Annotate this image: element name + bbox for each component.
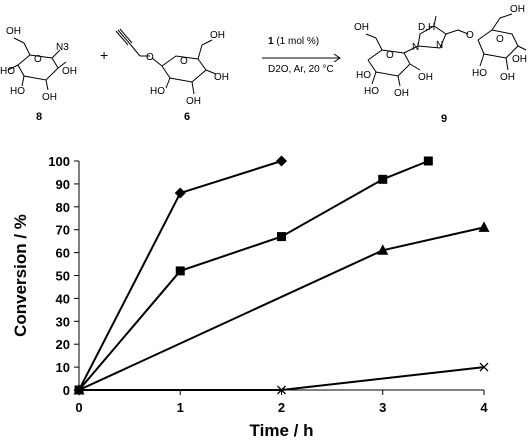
- y-tick-label: 50: [56, 269, 70, 284]
- compound-6-label: 6: [184, 111, 190, 123]
- data-point-square: [175, 266, 185, 276]
- atom-label-oh: OH: [214, 72, 229, 83]
- series-line-triangle: [78, 226, 485, 391]
- atom-label-o: O: [496, 34, 504, 45]
- atom-label-n: N: [436, 40, 443, 51]
- data-point-cross: [479, 362, 489, 372]
- atom-label-o: O: [386, 50, 394, 61]
- reaction-arrow: [262, 53, 341, 63]
- atom-label-oh: OH: [42, 92, 57, 103]
- atom-label-ho: HO: [364, 86, 379, 97]
- atom-label-oh: OH: [186, 96, 201, 107]
- y-tick-label: 90: [56, 177, 70, 192]
- data-point-diamond: [174, 187, 186, 199]
- atom-label-oh: OH: [510, 4, 525, 15]
- atom-label-oh: OH: [500, 72, 515, 83]
- data-point-triangle: [478, 221, 490, 232]
- atom-label-n: N: [412, 42, 419, 53]
- compound-9-structure: [365, 13, 527, 87]
- data-point-cross: [74, 385, 84, 395]
- y-axis-title: Conversion / %: [11, 214, 30, 337]
- y-tick-label: 20: [56, 337, 70, 352]
- y-tick-label: 30: [56, 314, 70, 329]
- data-point-cross: [277, 385, 286, 395]
- y-tick-label: 60: [56, 246, 70, 261]
- y-tick-label: 40: [56, 291, 70, 306]
- data-point-square: [423, 156, 433, 166]
- atom-label-o: O: [466, 30, 474, 41]
- atom-label-oh: OH: [512, 54, 527, 65]
- y-tick-label: 70: [56, 223, 70, 238]
- data-point-square: [277, 232, 286, 242]
- catalyst-number: 1: [268, 36, 274, 47]
- atom-label-ho: HO: [356, 70, 371, 81]
- atom-label-oh: OH: [62, 66, 77, 77]
- y-tick-label: 0: [63, 383, 70, 398]
- conversion-chart: 0 10 20 30 40 50 60 70 80 90 100 0 1 2 3 4 Time / h Conve…: [11, 154, 490, 440]
- atom-label-ho: HO: [150, 86, 165, 97]
- x-tick-label: 2: [278, 400, 285, 415]
- x-tick-label: 1: [177, 400, 184, 415]
- plus-sign: +: [100, 47, 108, 63]
- catalyst-loading: (1 mol %): [274, 36, 320, 47]
- atom-label-oh: OH: [354, 22, 369, 33]
- series-line-square: [78, 160, 429, 391]
- atom-label-ho: HO: [472, 68, 487, 79]
- compound-9-label: 9: [441, 113, 447, 125]
- x-tick-label: 3: [379, 400, 386, 415]
- data-point-square: [378, 174, 388, 184]
- y-tick-label: 80: [56, 200, 70, 215]
- catalyst-conditions: 1 (1 mol %): [268, 36, 319, 47]
- x-tick-label: 0: [75, 400, 82, 415]
- data-point-triangle: [377, 244, 389, 255]
- data-point-diamond: [276, 155, 287, 167]
- atom-label-n3: N3: [56, 42, 69, 53]
- reaction-conditions: D2O, Ar, 20 °C: [268, 64, 334, 75]
- compound-6-structure: [115, 28, 217, 95]
- atom-label-d-h: D,H: [418, 22, 435, 33]
- x-tick-label: 4: [480, 400, 488, 415]
- atom-label-oh: OH: [210, 30, 225, 41]
- atom-label-ho: HO: [10, 86, 25, 97]
- atom-label-o: O: [146, 52, 154, 63]
- compound-8-structure: [7, 37, 67, 91]
- compound-8-label: 8: [36, 111, 42, 123]
- reaction-scheme: OH N3 O HO OH HO OH O O OH OH HO OH OH O…: [0, 4, 527, 125]
- atom-label-oh: OH: [418, 72, 433, 83]
- series-line-cross: [79, 366, 485, 391]
- y-tick-label: 100: [48, 154, 70, 169]
- atom-label-o: O: [34, 54, 42, 65]
- y-tick-label: 10: [56, 360, 70, 375]
- x-axis-title: Time / h: [250, 421, 314, 440]
- atom-label-ho: HO: [0, 66, 15, 77]
- atom-label-oh: OH: [6, 26, 21, 37]
- atom-label-o: O: [180, 56, 188, 67]
- atom-label-oh: OH: [394, 88, 409, 99]
